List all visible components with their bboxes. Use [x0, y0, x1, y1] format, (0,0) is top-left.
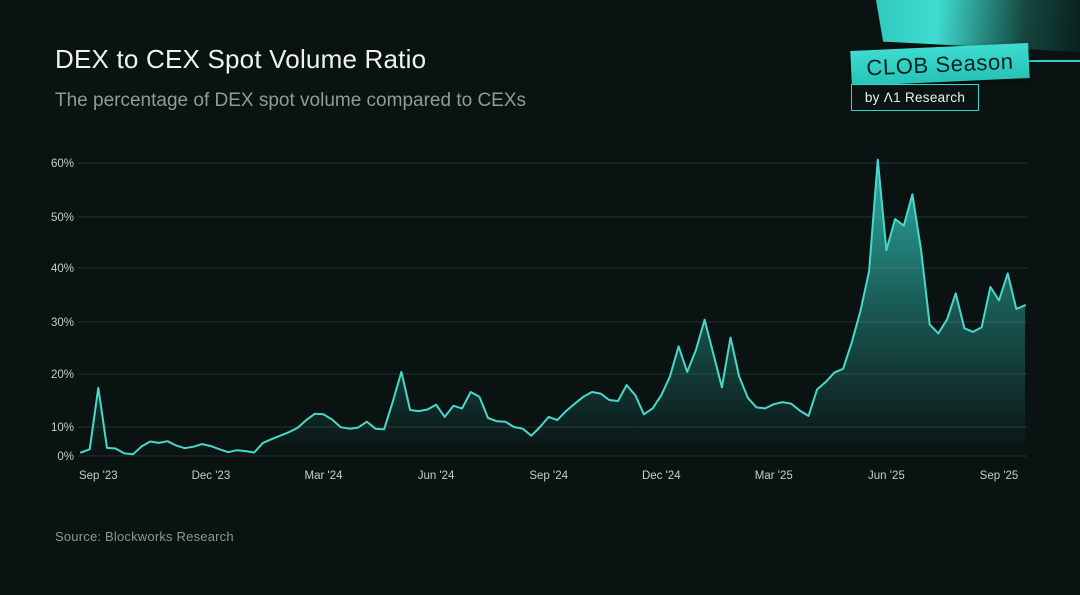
page-subtitle: The percentage of DEX spot volume compar… — [55, 90, 527, 111]
y-tick-label: 50% — [51, 212, 74, 224]
byline-label: by Λ1 Research — [864, 90, 966, 105]
area-fill — [81, 159, 1025, 457]
y-tick-label: 20% — [51, 369, 74, 381]
y-tick-label: 60% — [51, 158, 74, 170]
byline-box: by Λ1 Research — [851, 84, 979, 111]
page-title: DEX to CEX Spot Volume Ratio — [55, 44, 427, 74]
x-tick-label: Sep '24 — [529, 470, 568, 482]
x-tick-label: Sep '25 — [980, 470, 1019, 482]
x-tick-label: Jun '24 — [418, 470, 455, 482]
x-tick-label: Jun '25 — [868, 470, 905, 482]
series-line — [80, 158, 1026, 456]
x-tick-label: Mar '25 — [755, 470, 793, 482]
source-caption: Source: Blockworks Research — [55, 529, 234, 544]
y-tick-label: 40% — [51, 263, 74, 275]
x-tick-label: Dec '23 — [192, 470, 231, 482]
x-tick-label: Sep '23 — [79, 470, 118, 482]
x-tick-label: Dec '24 — [642, 470, 681, 482]
y-tick-label: 0% — [57, 451, 74, 463]
y-tick-label: 30% — [51, 317, 74, 329]
badge-connector-line — [1018, 60, 1080, 62]
x-tick-label: Mar '24 — [305, 470, 344, 482]
y-tick-label: 10% — [51, 422, 74, 434]
